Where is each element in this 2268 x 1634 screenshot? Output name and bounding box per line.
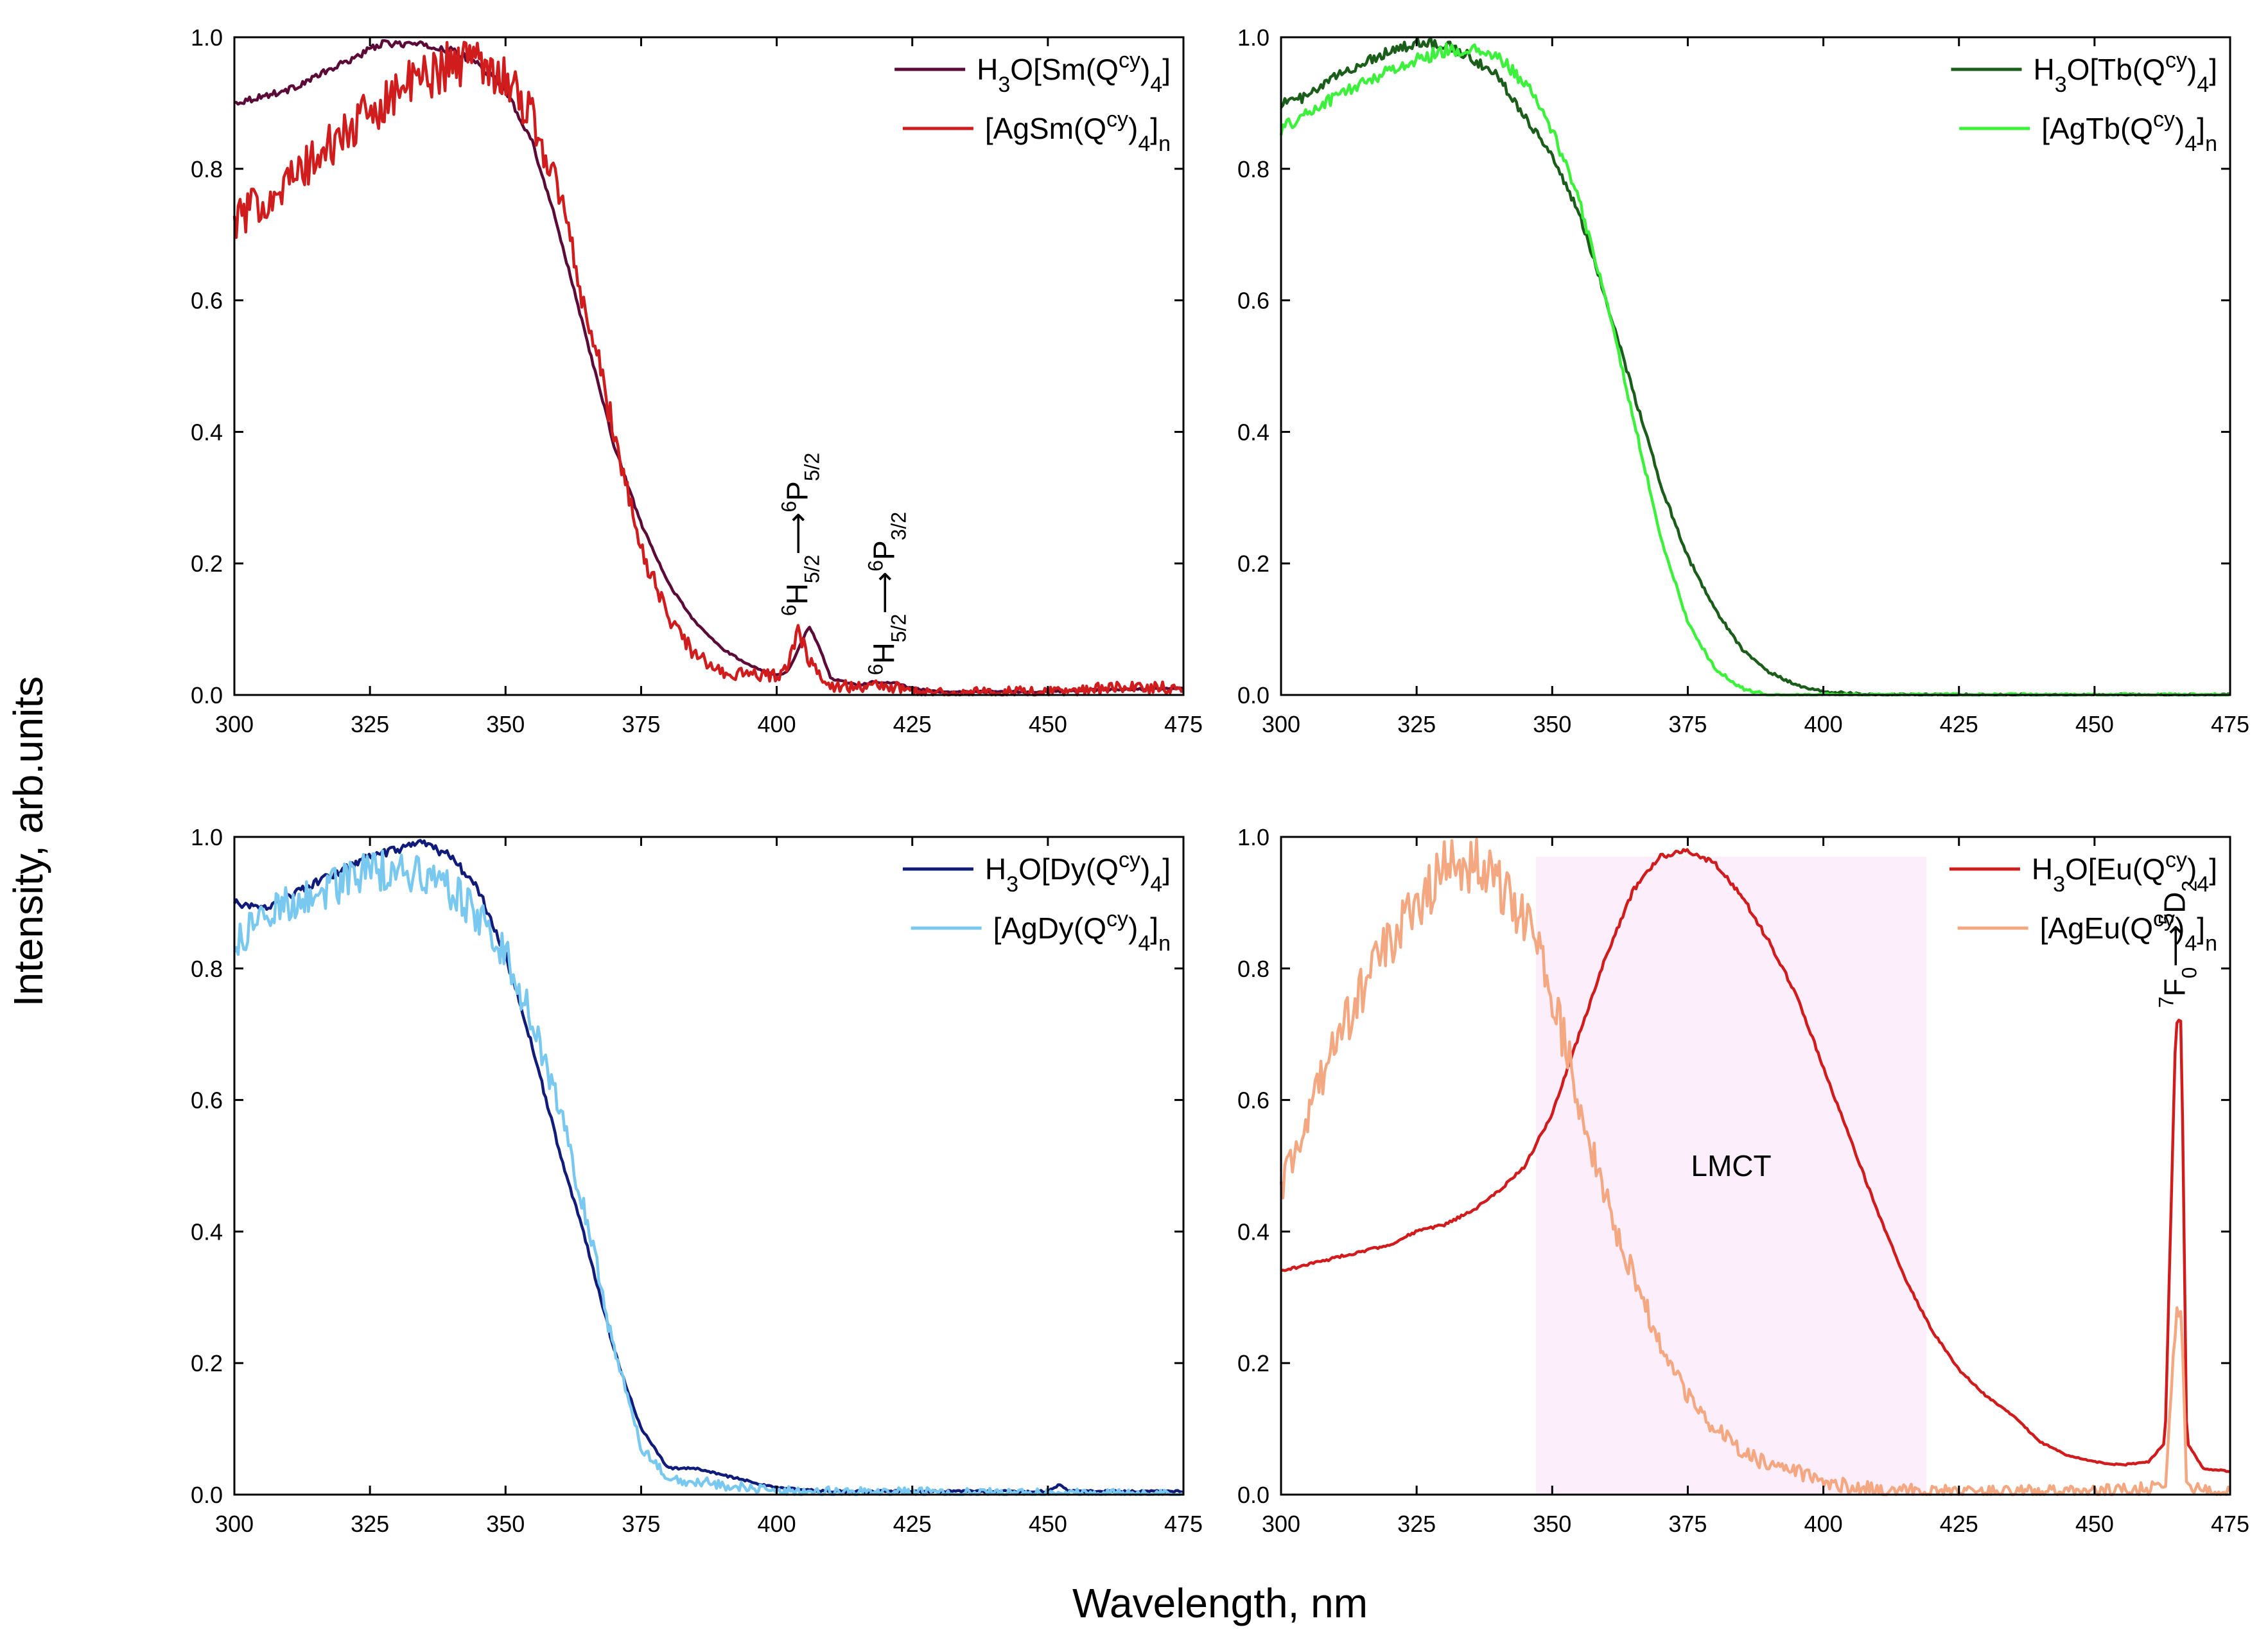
series-line-2 xyxy=(232,40,1185,697)
x-tick-label: 300 xyxy=(215,711,254,737)
legend-label-2: [AgEu(Qcy)4]n xyxy=(2040,907,2217,956)
y-tick-label: 0.8 xyxy=(191,956,223,982)
y-tick-label: 0.2 xyxy=(1237,1350,1269,1376)
transition-label-1: 7F0⟶5D2 xyxy=(2155,881,2201,1008)
plot-frame xyxy=(233,36,1185,696)
x-tick-label: 350 xyxy=(486,711,525,737)
panel-top-left: 300 325 350 375 400 425 450 475 0.0 0.2 0.4 0.6 0.8 1… xyxy=(191,24,1203,737)
x-tick-label: 325 xyxy=(351,1511,389,1537)
x-tick-label: 425 xyxy=(893,711,932,737)
x-tick-label: 300 xyxy=(1262,1511,1300,1537)
y-tick-label: 0.0 xyxy=(1237,1482,1269,1508)
x-tick-label: 300 xyxy=(1262,711,1300,737)
y-tick-label: 0.6 xyxy=(1237,1087,1269,1114)
plot-frame xyxy=(1280,836,2231,1496)
y-tick-label: 1.0 xyxy=(191,24,223,51)
y-axis-title: Intensity, arb.units xyxy=(5,676,51,1007)
y-tick-label: 1.0 xyxy=(1237,824,1269,850)
x-tick-label: 400 xyxy=(758,1511,796,1537)
legend-label-2: [AgTb(Qcy)4]n xyxy=(2041,107,2217,156)
x-tick-label: 350 xyxy=(486,1511,525,1537)
transition-label-2: 6H5/2⟶6P3/2 xyxy=(864,512,910,675)
y-tick-label: 1.0 xyxy=(1237,24,1269,51)
x-tick-label: 475 xyxy=(1164,711,1203,737)
legend-label-1: H3O[Eu(Qcy)4] xyxy=(2032,848,2217,897)
transition-label-1: 6H5/2⟶6P5/2 xyxy=(777,453,823,616)
y-tick-label: 0.2 xyxy=(191,1350,223,1376)
y-tick-label: 0.8 xyxy=(1237,956,1269,982)
series-line-1 xyxy=(1280,848,2231,1473)
x-tick-label: 325 xyxy=(1397,1511,1436,1537)
plot-frame xyxy=(233,836,1185,1496)
y-tick-label: 0.6 xyxy=(191,1087,223,1114)
y-tick-label: 0.6 xyxy=(1237,288,1269,314)
x-tick-label: 450 xyxy=(1029,711,1067,737)
x-tick-label: 475 xyxy=(2211,711,2249,737)
y-tick-label: 0.0 xyxy=(191,682,223,708)
x-axis-title: Wavelength, nm xyxy=(1072,1580,1368,1626)
y-tick-label: 0.0 xyxy=(191,1482,223,1508)
x-tick-label: 325 xyxy=(351,711,389,737)
x-tick-label: 350 xyxy=(1533,1511,1571,1537)
y-tick-label: 0.8 xyxy=(1237,156,1269,182)
x-tick-label: 475 xyxy=(2211,1511,2249,1537)
panel-top-right: 300 325 350 375 400 425 450 475 0.0 0.2 0.4 0.6 0.8 1… xyxy=(1237,24,2249,737)
x-tick-label: 450 xyxy=(1029,1511,1067,1537)
series-line-2 xyxy=(232,849,1184,1497)
x-tick-label: 375 xyxy=(1668,711,1707,737)
x-tick-label: 425 xyxy=(1940,1511,1978,1537)
x-tick-label: 400 xyxy=(758,711,796,737)
x-tick-label: 325 xyxy=(1397,711,1436,737)
y-tick-label: 0.4 xyxy=(1237,1218,1269,1245)
x-tick-label: 425 xyxy=(1940,711,1978,737)
x-tick-label: 375 xyxy=(622,1511,660,1537)
x-tick-label: 375 xyxy=(1668,1511,1707,1537)
series-line-2 xyxy=(1279,838,2232,1497)
y-tick-label: 0.6 xyxy=(191,288,223,314)
panel-bottom-left: 300 325 350 375 400 425 450 475 0.0 0.2 0.4 0.6 0.8 1… xyxy=(191,824,1203,1537)
x-tick-label: 450 xyxy=(2075,711,2114,737)
legend-label-1: H3O[Sm(Qcy)4] xyxy=(977,48,1171,97)
x-tick-label: 350 xyxy=(1533,711,1571,737)
x-tick-label: 300 xyxy=(215,1511,254,1537)
panels: 300 325 350 375 400 425 450 475 0.0 0.2 0.4 0.6 0.8 1… xyxy=(191,24,2249,1537)
y-tick-label: 0.4 xyxy=(191,1218,223,1245)
y-tick-label: 0.4 xyxy=(191,419,223,445)
x-tick-label: 400 xyxy=(1804,711,1843,737)
y-tick-label: 1.0 xyxy=(191,824,223,850)
x-tick-label: 450 xyxy=(2075,1511,2114,1537)
y-tick-label: 0.8 xyxy=(191,156,223,182)
legend-label-1: H3O[Tb(Qcy)4] xyxy=(2033,48,2217,97)
y-tick-label: 0.4 xyxy=(1237,419,1269,445)
legend-label-1: H3O[Dy(Qcy)4] xyxy=(985,848,1171,897)
x-tick-label: 400 xyxy=(1804,1511,1843,1537)
x-tick-label: 475 xyxy=(1164,1511,1203,1537)
x-tick-label: 425 xyxy=(893,1511,932,1537)
panel-bottom-right: LMCT 300 325 350 375 400 425 450 475 0.0 0.2 0.4 0.6… xyxy=(1237,824,2249,1537)
lmct-label: LMCT xyxy=(1691,1149,1771,1182)
plot-frame xyxy=(1280,36,2231,696)
y-tick-label: 0.0 xyxy=(1237,682,1269,708)
legend-label-2: [AgSm(Qcy)4]n xyxy=(985,107,1171,156)
y-tick-label: 0.2 xyxy=(1237,550,1269,577)
x-tick-label: 375 xyxy=(622,711,660,737)
y-tick-label: 0.2 xyxy=(191,550,223,577)
legend-label-2: [AgDy(Qcy)4]n xyxy=(993,907,1171,956)
